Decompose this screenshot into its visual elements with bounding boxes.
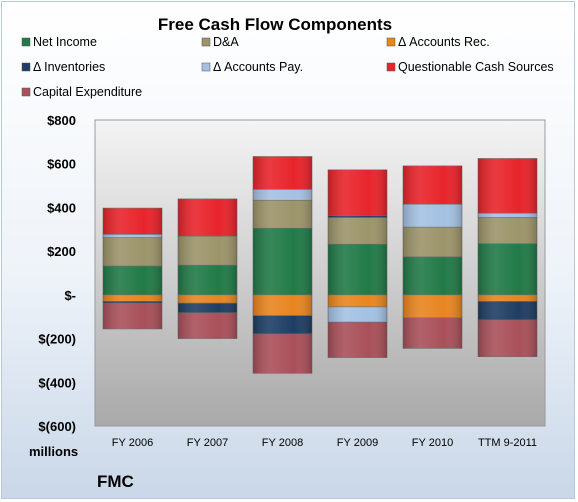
legend-swatch	[201, 37, 211, 47]
legend-label: Questionable Cash Sources	[398, 60, 554, 74]
legend-label: Capital Expenditure	[33, 85, 142, 99]
legend-swatch	[21, 87, 31, 97]
bar-segment	[327, 243, 388, 296]
bar-segment	[252, 315, 313, 335]
legend: Net Income D&A Δ Accounts Rec. Δ Inventorie…	[21, 35, 554, 99]
x-tick-label: FY 2010	[412, 437, 453, 449]
legend-swatch	[201, 62, 211, 72]
bar-segment	[477, 301, 538, 321]
legend-item: Net Income	[21, 35, 97, 49]
x-tick-label: TTM 9-2011	[478, 437, 537, 449]
legend-label: D&A	[213, 35, 239, 49]
y-tick-label: $(600)	[38, 419, 76, 434]
bar-segment	[327, 169, 388, 217]
bar-segment	[252, 188, 313, 201]
y-tick-label: $200	[47, 244, 76, 259]
legend-item: Questionable Cash Sources	[386, 60, 554, 74]
x-tick-label: FY 2008	[262, 437, 303, 449]
bar-segment	[477, 217, 538, 245]
x-axis: FY 2006 FY 2007 FY 2008 FY 2009 FY 2010 TTM 9…	[112, 437, 537, 449]
bar-stack	[177, 198, 238, 339]
bar-segment	[477, 158, 538, 214]
chart-title: Free Cash Flow Components	[158, 15, 392, 34]
bar-segment	[477, 212, 538, 218]
legend-swatch	[386, 62, 396, 72]
legend-item: Δ Inventories	[21, 60, 105, 74]
bar-stack	[477, 158, 538, 358]
legend-label: Δ Accounts Rec.	[398, 35, 490, 49]
bar-segment	[102, 265, 163, 296]
bar-segment	[402, 256, 463, 296]
bar-segment	[102, 207, 163, 235]
bar-segment	[327, 306, 388, 323]
bar-segment	[327, 294, 388, 308]
bar-segment	[402, 165, 463, 205]
y-tick-label: $(400)	[38, 375, 76, 390]
bar-segment	[402, 294, 463, 319]
bar-segment	[477, 294, 538, 302]
bar-segment	[102, 234, 163, 238]
bar-segment	[177, 264, 238, 296]
bar-segment	[252, 199, 313, 229]
legend-swatch	[21, 37, 31, 47]
y-tick-label: $400	[47, 200, 76, 215]
bar-segment	[477, 243, 538, 296]
bar-segment	[177, 235, 238, 266]
bar-segment	[177, 294, 238, 304]
bar-segment	[177, 198, 238, 237]
bar-segment	[402, 203, 463, 228]
bar-stack	[102, 207, 163, 330]
legend-label: Δ Inventories	[33, 60, 105, 74]
bar-segment	[402, 317, 463, 349]
y-tick-label: $800	[47, 113, 76, 128]
legend-label: Net Income	[33, 35, 97, 49]
legend-item: D&A	[201, 35, 239, 49]
bar-segment	[402, 226, 463, 258]
legend-item: Δ Accounts Pay.	[201, 60, 303, 74]
bar-segment	[177, 302, 238, 314]
legend-swatch	[21, 62, 31, 72]
x-tick-label: FY 2006	[112, 437, 153, 449]
bar-segment	[327, 321, 388, 358]
x-tick-label: FY 2007	[187, 437, 228, 449]
bar-segment	[252, 227, 313, 296]
bar-stack	[252, 156, 313, 374]
legend-item: Δ Accounts Rec.	[386, 35, 490, 49]
x-tick-label: FY 2009	[337, 437, 378, 449]
legend-item: Capital Expenditure	[21, 85, 142, 99]
bar-segment	[252, 156, 313, 190]
y-axis: $800 $600 $400 $200 $- $(200) $(400) $(600)	[38, 113, 76, 434]
bar-segment	[252, 294, 313, 316]
y-tick-label: $600	[47, 157, 76, 172]
bar-segment	[477, 319, 538, 358]
bar-segment	[102, 302, 163, 330]
y-tick-label: $-	[64, 288, 76, 303]
bar-segment	[102, 237, 163, 267]
company-label: FMC	[97, 472, 134, 491]
bar-stack	[327, 169, 388, 358]
legend-swatch	[386, 37, 396, 47]
bar-stack	[402, 165, 463, 349]
plot-area	[94, 119, 546, 427]
bar-segment	[327, 217, 388, 245]
legend-label: Δ Accounts Pay.	[213, 60, 303, 74]
y-tick-label: $(200)	[38, 332, 76, 347]
bar-segment	[252, 333, 313, 374]
unit-label: millions	[29, 444, 78, 459]
bar-segment	[102, 294, 163, 302]
bar-segment	[177, 312, 238, 339]
